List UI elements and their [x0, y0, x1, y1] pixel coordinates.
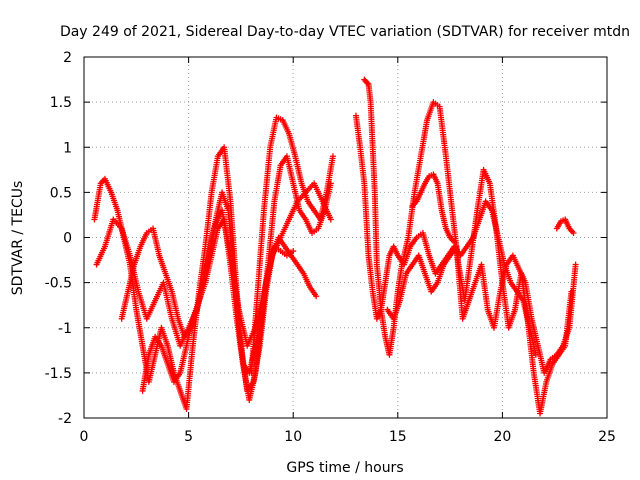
x-axis-label: GPS time / hours [286, 460, 403, 476]
y-tick-label: 0.5 [50, 185, 72, 201]
x-tick-label: 25 [598, 429, 616, 445]
gridlines [84, 57, 607, 418]
x-tick-label: 20 [493, 429, 511, 445]
x-tick-label: 10 [284, 429, 302, 445]
y-tick-label: -0.5 [45, 276, 72, 292]
y-tick-label: -1 [58, 321, 72, 337]
series-mtdn-8 [384, 243, 579, 376]
data-point [572, 261, 579, 268]
data-point [451, 239, 458, 246]
y-tick-label: 1 [63, 140, 72, 156]
data-points [91, 76, 579, 417]
data-point [329, 153, 336, 160]
y-tick-label: 2 [63, 50, 72, 66]
y-tick-label: -2 [58, 411, 72, 427]
data-point [313, 293, 320, 300]
series-mtdn-1 [91, 144, 334, 412]
plot-frame [83, 56, 608, 419]
data-point [570, 229, 577, 236]
series-mtdn-7 [361, 76, 575, 417]
chart-title: Day 249 of 2021, Sidereal Day-to-day VTE… [60, 24, 630, 40]
series-mtdn-10 [553, 216, 577, 236]
y-tick-label: -1.5 [45, 366, 72, 382]
data-point [532, 351, 539, 358]
x-tick-label: 0 [80, 429, 89, 445]
y-tick-label: 1.5 [50, 95, 72, 111]
data-point [327, 216, 334, 223]
x-tick-labels: 0 5 10 15 20 25 [80, 429, 616, 445]
y-tick-labels: -2 -1.5 -1 -0.5 0 0.5 1 1.5 2 [45, 50, 72, 427]
series-mtdn-5 [248, 114, 336, 376]
data-point [364, 80, 371, 87]
y-tick-label: 0 [63, 231, 72, 247]
data-point [290, 248, 297, 255]
series-mtdn-9 [409, 171, 458, 246]
x-tick-label: 5 [184, 429, 193, 445]
x-tick-label: 15 [389, 429, 407, 445]
y-axis-label: SDTVAR / TECUs [10, 181, 26, 296]
